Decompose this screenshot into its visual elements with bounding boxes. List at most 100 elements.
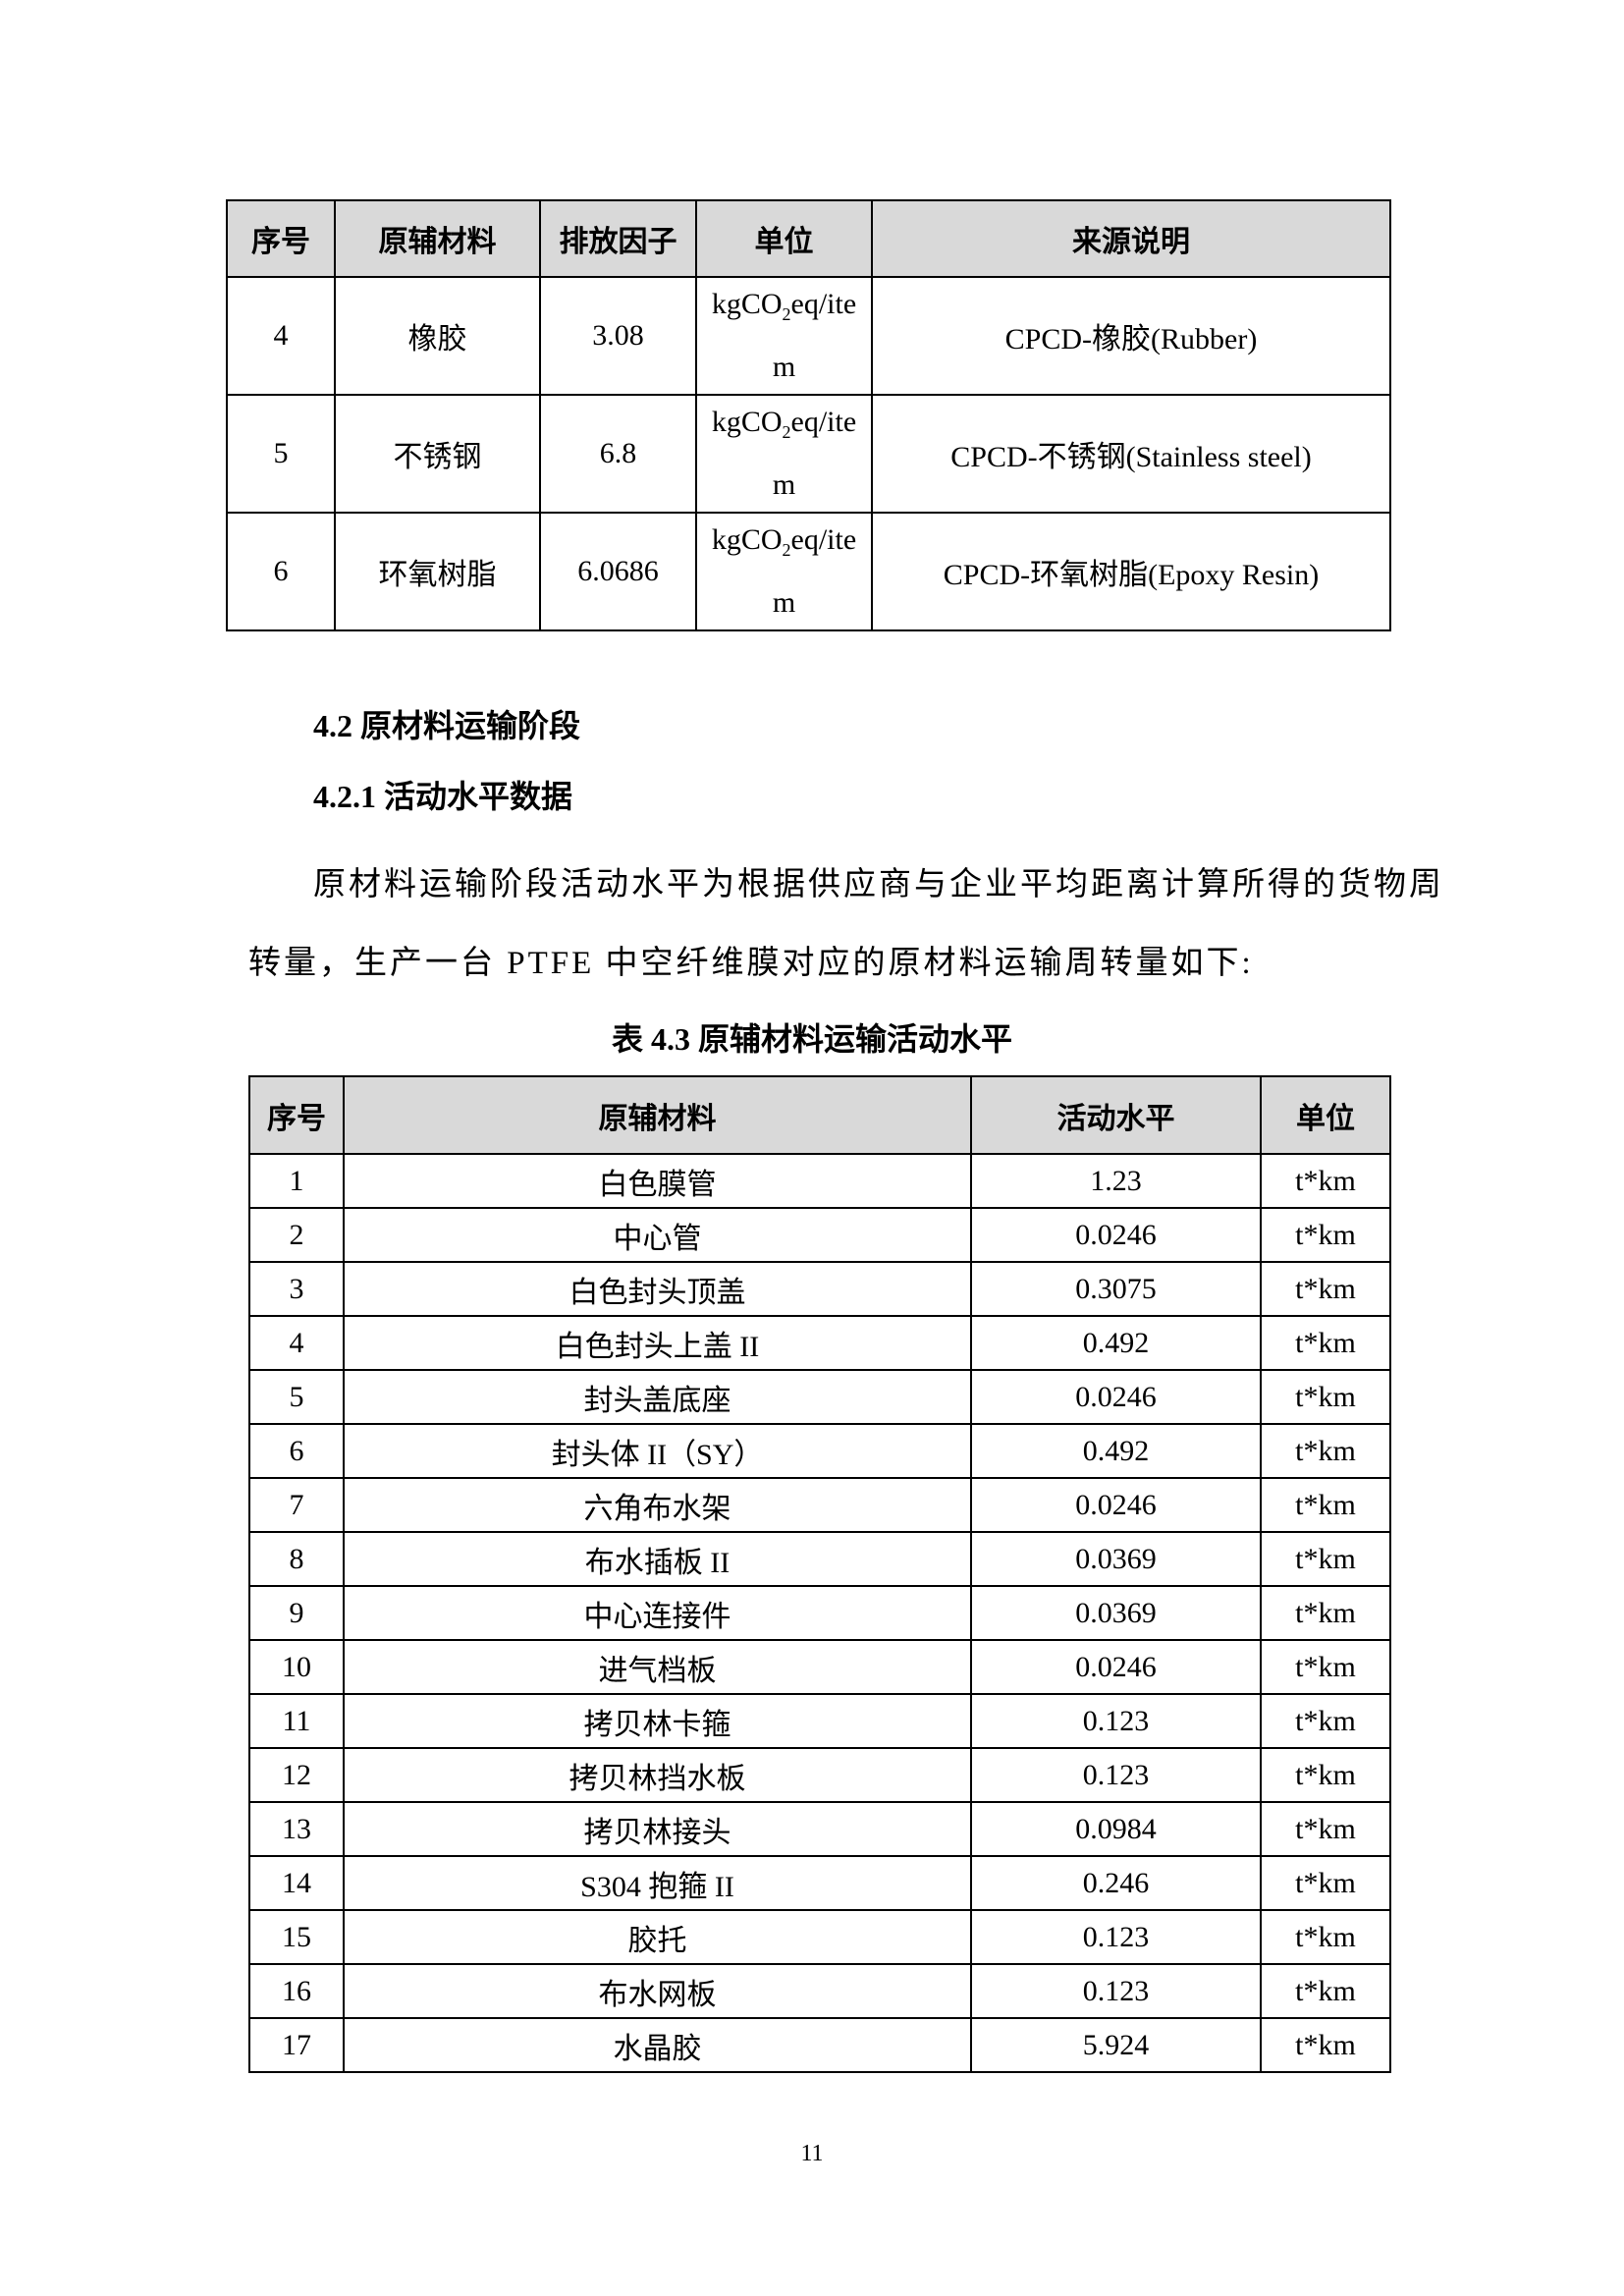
- emission-factor: 3.08: [539, 276, 697, 396]
- column-header: 排放因子: [539, 199, 697, 278]
- table-row: 11 拷贝林卡箍 0.123 t*km: [248, 1693, 1391, 1749]
- subsection-heading: 4.2.1 活动水平数据: [313, 779, 573, 814]
- column-header: 单位: [1260, 1075, 1391, 1155]
- table-row: 3 白色封头顶盖 0.3075 t*km: [248, 1261, 1391, 1317]
- row-number: 16: [248, 1963, 345, 2019]
- activity-level: 0.492: [970, 1423, 1262, 1479]
- unit-text: eq/ite: [790, 406, 857, 438]
- page-number: 11: [800, 2141, 824, 2166]
- section-heading: 4.2 原材料运输阶段: [313, 708, 581, 743]
- row-number: 3: [248, 1261, 345, 1317]
- unit: t*km: [1260, 1963, 1391, 2019]
- column-header: 原辅材料: [334, 199, 541, 278]
- unit-text: m: [772, 351, 796, 383]
- transport-activity-table: 序号 原辅材料 活动水平 单位 1 白色膜管 1.23 t*km 2 中心管 0.0246 t*km…: [248, 1075, 1391, 2073]
- unit-text: m: [772, 586, 796, 619]
- activity-level: 5.924: [970, 2017, 1262, 2073]
- table-row: 7 六角布水架 0.0246 t*km: [248, 1477, 1391, 1533]
- table-row: 4 橡胶 3.08 kgCO2eq/ite m CPCD-橡胶(Rubber): [226, 276, 1391, 396]
- material-name: 拷贝林挡水板: [343, 1747, 972, 1803]
- table-row: 5 封头盖底座 0.0246 t*km: [248, 1369, 1391, 1425]
- activity-level: 0.3075: [970, 1261, 1262, 1317]
- column-header: 活动水平: [970, 1075, 1262, 1155]
- unit-text: kgCO: [711, 406, 783, 438]
- unit: t*km: [1260, 1207, 1391, 1263]
- table-row: 10 进气档板 0.0246 t*km: [248, 1639, 1391, 1695]
- material-name: 封头体 II（SY）: [343, 1423, 972, 1479]
- column-header: 原辅材料: [343, 1075, 972, 1155]
- material-name: 白色封头上盖 II: [343, 1315, 972, 1371]
- source-note: CPCD-不锈钢(Stainless steel): [871, 394, 1391, 514]
- table-row: 6 封头体 II（SY） 0.492 t*km: [248, 1423, 1391, 1479]
- unit: t*km: [1260, 1315, 1391, 1371]
- row-number: 8: [248, 1531, 345, 1587]
- material-name: 白色封头顶盖: [343, 1261, 972, 1317]
- emission-factor: 6.0686: [539, 512, 697, 631]
- paragraph-line-1: 原材料运输阶段活动水平为根据供应商与企业平均距离计算所得的货物周: [313, 867, 1444, 902]
- activity-level: 0.123: [970, 1747, 1262, 1803]
- unit: t*km: [1260, 1153, 1391, 1209]
- activity-level: 0.123: [970, 1963, 1262, 2019]
- source-note: CPCD-环氧树脂(Epoxy Resin): [871, 512, 1391, 631]
- row-number: 5: [248, 1369, 345, 1425]
- row-number: 1: [248, 1153, 345, 1209]
- material-name: 水晶胶: [343, 2017, 972, 2073]
- unit: kgCO2eq/ite m: [695, 394, 873, 514]
- activity-level: 0.0246: [970, 1369, 1262, 1425]
- column-header: 序号: [226, 199, 336, 278]
- unit: t*km: [1260, 1369, 1391, 1425]
- table-row: 14 S304 抱箍 II 0.246 t*km: [248, 1855, 1391, 1911]
- material-name: 进气档板: [343, 1639, 972, 1695]
- activity-level: 0.246: [970, 1855, 1262, 1911]
- unit: kgCO2eq/ite m: [695, 512, 873, 631]
- material-name: 拷贝林卡箍: [343, 1693, 972, 1749]
- row-number: 11: [248, 1693, 345, 1749]
- table-row: 12 拷贝林挡水板 0.123 t*km: [248, 1747, 1391, 1803]
- material-name: S304 抱箍 II: [343, 1855, 972, 1911]
- material-name: 拷贝林接头: [343, 1801, 972, 1857]
- column-header: 来源说明: [871, 199, 1391, 278]
- unit-subscript: 2: [782, 422, 791, 442]
- activity-level: 0.0246: [970, 1477, 1262, 1533]
- row-number: 2: [248, 1207, 345, 1263]
- source-note: CPCD-橡胶(Rubber): [871, 276, 1391, 396]
- table-row: 6 环氧树脂 6.0686 kgCO2eq/ite m CPCD-环氧树脂(Epoxy R…: [226, 512, 1391, 631]
- unit: t*km: [1260, 1639, 1391, 1695]
- unit: t*km: [1260, 1585, 1391, 1641]
- row-number: 5: [226, 394, 336, 514]
- unit: t*km: [1260, 1531, 1391, 1587]
- unit: t*km: [1260, 1261, 1391, 1317]
- table-row: 13 拷贝林接头 0.0984 t*km: [248, 1801, 1391, 1857]
- material-name: 中心连接件: [343, 1585, 972, 1641]
- unit: t*km: [1260, 1855, 1391, 1911]
- activity-level: 0.492: [970, 1315, 1262, 1371]
- activity-level: 0.0984: [970, 1801, 1262, 1857]
- unit-text: eq/ite: [790, 288, 857, 320]
- table-caption: 表 4.3 原辅材料运输活动水平: [611, 1021, 1012, 1057]
- unit: t*km: [1260, 1909, 1391, 1965]
- unit: kgCO2eq/ite m: [695, 276, 873, 396]
- unit-subscript: 2: [782, 540, 791, 560]
- table-row: 1 白色膜管 1.23 t*km: [248, 1153, 1391, 1209]
- row-number: 6: [226, 512, 336, 631]
- activity-level: 0.0246: [970, 1639, 1262, 1695]
- activity-level: 0.0369: [970, 1531, 1262, 1587]
- row-number: 15: [248, 1909, 345, 1965]
- activity-level: 1.23: [970, 1153, 1262, 1209]
- emission-factor-table-continued: 序号 原辅材料 排放因子 单位 来源说明 4 橡胶 3.08 kgCO2eq/ite m CPCD…: [226, 199, 1391, 631]
- unit: t*km: [1260, 1747, 1391, 1803]
- unit-text: eq/ite: [790, 523, 857, 556]
- unit: t*km: [1260, 1423, 1391, 1479]
- unit: t*km: [1260, 1801, 1391, 1857]
- unit-text: kgCO: [711, 523, 783, 556]
- row-number: 4: [248, 1315, 345, 1371]
- row-number: 7: [248, 1477, 345, 1533]
- table-row: 15 胶托 0.123 t*km: [248, 1909, 1391, 1965]
- material-name: 封头盖底座: [343, 1369, 972, 1425]
- material-name: 中心管: [343, 1207, 972, 1263]
- material-name: 不锈钢: [334, 394, 541, 514]
- paragraph-line-2: 转量，生产一台 PTFE 中空纤维膜对应的原材料运输周转量如下:: [248, 946, 1254, 981]
- table-row: 9 中心连接件 0.0369 t*km: [248, 1585, 1391, 1641]
- column-header: 单位: [695, 199, 873, 278]
- activity-level: 0.0246: [970, 1207, 1262, 1263]
